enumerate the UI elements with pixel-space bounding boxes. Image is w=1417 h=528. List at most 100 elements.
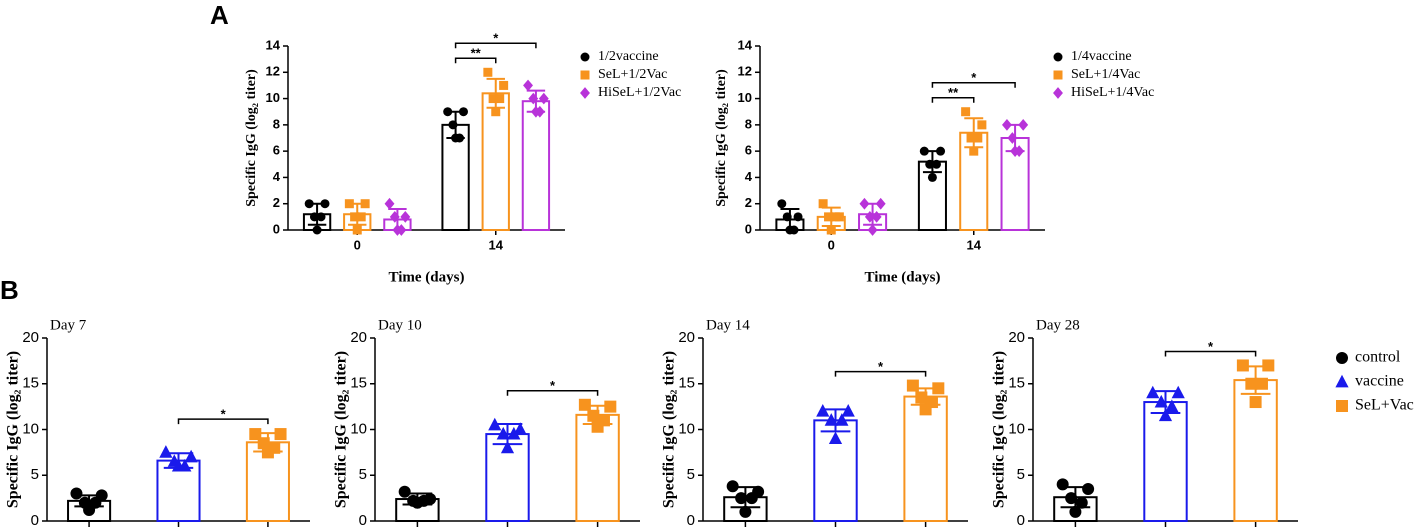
data-point <box>816 404 830 417</box>
data-point <box>398 485 411 498</box>
legend-label: vaccine <box>1355 373 1404 390</box>
data-point <box>835 413 849 426</box>
data-point <box>309 212 319 222</box>
legend-marker <box>1053 70 1063 80</box>
data-point <box>316 212 326 222</box>
y-tick-label: 2 <box>745 195 752 210</box>
data-point <box>304 199 314 209</box>
x-tick-label: 0 <box>354 237 361 252</box>
data-point <box>443 107 453 117</box>
data-point <box>587 409 600 422</box>
data-point <box>824 212 834 222</box>
data-point <box>1262 359 1275 372</box>
y-tick-label: 6 <box>745 143 752 158</box>
data-point <box>1007 132 1018 144</box>
significance-bracket <box>931 81 1016 88</box>
data-point <box>578 398 591 411</box>
data-point <box>384 197 395 210</box>
data-point <box>1056 478 1069 491</box>
y-tick-label: 15 <box>1008 375 1025 392</box>
significance-label: * <box>221 407 227 422</box>
legend-label: SeL+1/2Vac <box>598 67 667 82</box>
data-point <box>864 211 875 223</box>
legend-label: 1/4vaccine <box>1071 49 1132 64</box>
data-point <box>932 382 945 395</box>
data-point <box>871 211 882 223</box>
data-point <box>735 492 748 505</box>
data-point <box>350 212 360 222</box>
significance-bracket <box>1164 350 1257 357</box>
y-tick-label: 20 <box>22 329 39 346</box>
x-axis-label: Time (days) <box>389 269 465 285</box>
y-tick-label: 14 <box>738 37 753 52</box>
data-point <box>344 199 354 209</box>
data-point <box>320 199 330 209</box>
data-point <box>830 212 840 222</box>
data-point <box>491 107 501 117</box>
y-axis-label: Specific IgG (log₂ titer) <box>661 351 678 508</box>
data-point <box>919 146 929 156</box>
y-tick-label: 20 <box>678 329 695 346</box>
y-tick-label: 20 <box>1008 329 1025 346</box>
data-point <box>458 107 468 117</box>
data-point <box>523 79 533 92</box>
y-axis-label: Specific IgG (log₂ titer) <box>244 69 259 207</box>
data-point <box>411 496 424 509</box>
data-point <box>841 404 855 417</box>
y-tick-label: 0 <box>687 512 695 528</box>
legend-label: HiSeL+1/2Vac <box>598 85 681 100</box>
y-tick-label: 10 <box>266 90 280 105</box>
significance-label: * <box>971 70 977 85</box>
y-tick-label: 10 <box>22 420 39 437</box>
x-tick-label: 14 <box>967 237 982 252</box>
significance-bracket <box>506 390 599 396</box>
legend-marker <box>1336 400 1348 412</box>
significance-bracket <box>454 57 497 64</box>
significance-label: * <box>1208 339 1214 354</box>
data-point <box>488 417 502 431</box>
y-tick-label: 4 <box>745 169 753 184</box>
data-point <box>961 107 971 117</box>
data-point <box>352 225 362 235</box>
data-point <box>925 159 935 169</box>
data-point <box>604 400 617 413</box>
x-axis-label: Time (days) <box>865 269 941 285</box>
data-point <box>495 94 505 104</box>
y-tick-label: 15 <box>678 375 695 392</box>
legend-marker <box>1335 374 1349 388</box>
y-tick-label: 0 <box>359 512 367 528</box>
data-point <box>159 445 173 458</box>
y-tick-label: 12 <box>266 64 280 79</box>
data-point <box>483 67 493 77</box>
legend-marker <box>1336 352 1348 364</box>
data-point <box>1255 377 1268 390</box>
y-tick-label: 10 <box>350 420 367 437</box>
data-point <box>591 420 604 433</box>
y-tick-label: 10 <box>738 90 752 105</box>
y-tick-label: 5 <box>687 466 695 483</box>
legend-label: 1/2vaccine <box>598 49 659 64</box>
y-tick-label: 6 <box>273 143 280 158</box>
data-point <box>966 133 976 143</box>
y-axis-label: Specific IgG (log₂ titer) <box>991 351 1008 508</box>
y-tick-label: 14 <box>266 37 281 52</box>
data-point <box>915 391 928 404</box>
data-point <box>793 212 803 222</box>
data-point <box>1146 385 1160 399</box>
data-point <box>83 504 96 517</box>
data-point <box>1082 482 1095 495</box>
data-point <box>1065 492 1078 505</box>
legend-label: control <box>1355 349 1401 366</box>
chart-title: Day 28 <box>1036 317 1080 333</box>
x-tick-label: 14 <box>489 237 504 252</box>
y-tick-label: 5 <box>31 466 39 483</box>
legend-marker <box>580 52 590 62</box>
y-tick-label: 0 <box>273 221 280 236</box>
data-point <box>973 133 983 143</box>
data-point <box>1165 399 1179 413</box>
y-tick-label: 4 <box>273 169 281 184</box>
legend-label: HiSeL+1/4Vac <box>1071 85 1154 100</box>
data-point <box>969 146 979 156</box>
data-point <box>70 487 83 500</box>
data-point <box>496 426 510 440</box>
